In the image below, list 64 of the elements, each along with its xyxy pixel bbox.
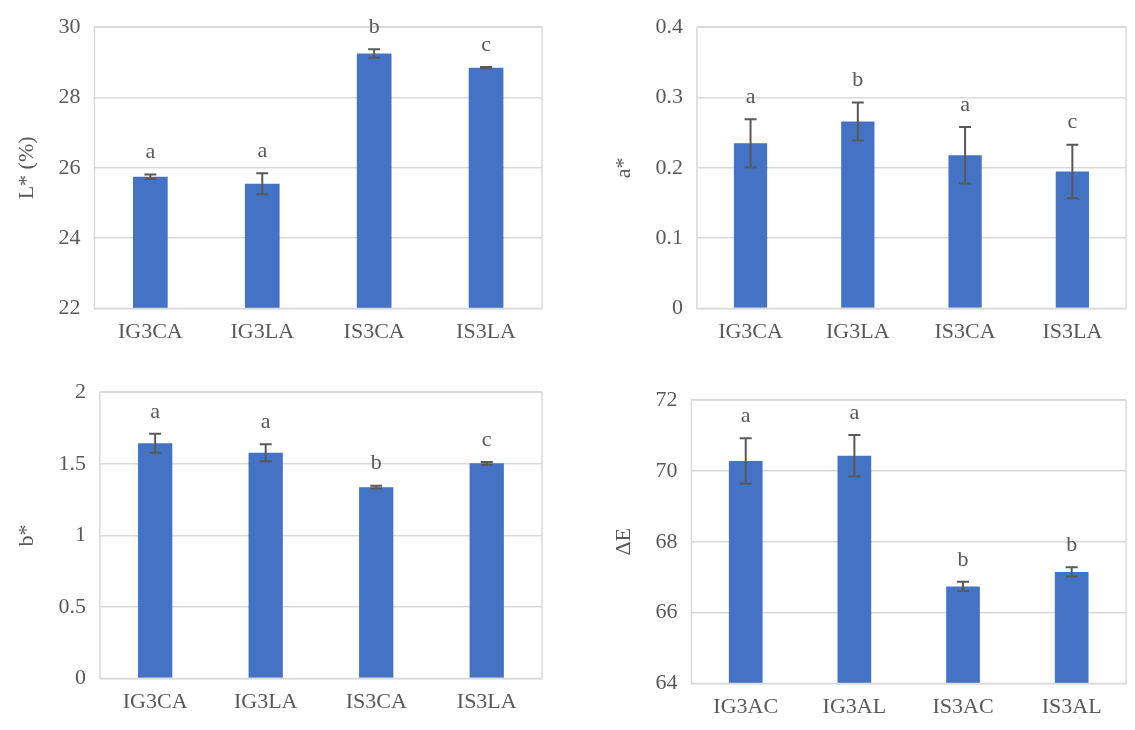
x-tick-label: IS3LA	[1042, 317, 1103, 343]
x-tick-label: IS3CA	[345, 687, 407, 713]
annotation: a	[849, 398, 860, 424]
y-tick-label: 66	[655, 598, 678, 624]
y-tick-label: 1	[74, 521, 86, 547]
annotation: b	[370, 449, 382, 475]
x-tick-label: IS3AC	[932, 692, 994, 718]
x-tick-label: IG3LA	[233, 687, 298, 713]
x-tick-label: IS3LA	[456, 317, 517, 343]
annotation: b	[1066, 531, 1078, 557]
bar	[733, 143, 768, 308]
annotation: a	[740, 402, 751, 428]
bar	[948, 155, 982, 308]
annotation: a	[150, 397, 161, 423]
annotation: a	[257, 136, 268, 162]
annotation: a	[745, 83, 756, 109]
annotation: b	[368, 13, 380, 39]
y-tick-label: 22	[58, 294, 81, 320]
y-axis-title: b*	[12, 524, 38, 547]
y-tick-label: 2	[74, 377, 86, 403]
bar	[248, 452, 283, 678]
y-axis-title: L* (%)	[12, 136, 38, 200]
y-tick-label: 0.5	[58, 592, 86, 618]
x-tick-label: IG3AL	[822, 692, 887, 718]
x-tick-label: IG3AC	[713, 692, 779, 718]
y-tick-label: 64	[655, 669, 678, 695]
annotation: a	[260, 407, 271, 433]
annotation: a	[145, 138, 156, 164]
annotation: b	[852, 66, 864, 92]
annotation: c	[481, 425, 492, 451]
y-tick-label: 0.2	[655, 153, 683, 179]
y-tick-label: 0.4	[655, 12, 683, 38]
x-tick-label: IG3CA	[122, 687, 188, 713]
y-axis-title: a*	[609, 157, 635, 179]
y-tick-label: 0.1	[655, 224, 683, 250]
y-tick-label: 0	[671, 294, 683, 320]
x-tick-label: IS3AL	[1041, 692, 1102, 718]
y-tick-label: 70	[655, 456, 678, 482]
annotation: c	[481, 30, 492, 56]
annotation: b	[957, 545, 969, 571]
annotation: c	[1067, 108, 1078, 134]
y-tick-label: 68	[655, 527, 678, 553]
y-tick-label: 30	[58, 12, 81, 38]
bar	[359, 487, 394, 678]
x-tick-label: IG3LA	[230, 317, 295, 343]
y-tick-label: 0.3	[655, 83, 683, 109]
x-tick-label: IS3CA	[343, 317, 405, 343]
bar	[1055, 171, 1089, 308]
x-tick-label: IS3CA	[934, 317, 996, 343]
y-tick-label: 28	[58, 83, 81, 109]
y-tick-label: 24	[58, 224, 81, 250]
y-tick-label: 0	[74, 664, 86, 690]
y-tick-label: 72	[655, 385, 678, 411]
bar	[469, 463, 504, 678]
y-tick-label: 26	[58, 153, 81, 179]
x-tick-label: IS3LA	[456, 687, 517, 713]
bar	[138, 443, 173, 678]
x-tick-label: IG3LA	[826, 317, 890, 343]
annotation: a	[960, 90, 971, 116]
x-tick-label: IG3CA	[117, 317, 183, 343]
y-axis-title: ΔE	[609, 528, 635, 556]
x-tick-label: IG3CA	[718, 317, 784, 343]
bar	[841, 121, 875, 308]
y-tick-label: 1.5	[58, 449, 86, 475]
